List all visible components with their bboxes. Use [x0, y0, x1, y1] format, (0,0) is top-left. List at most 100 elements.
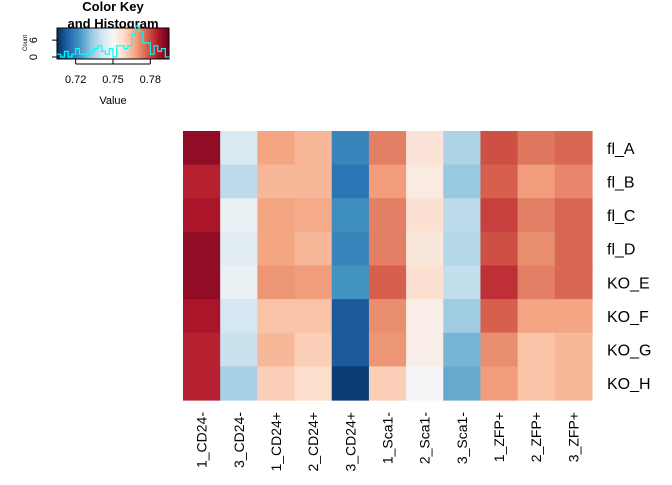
color-key-swatch	[63, 28, 66, 59]
color-key-swatch	[109, 28, 112, 59]
color-key-swatch	[61, 28, 64, 59]
color-key-swatch	[139, 28, 142, 59]
color-key-swatch	[107, 28, 110, 59]
heatmap-cell-fl_B-3_CD24+	[331, 164, 370, 199]
heatmap-cell-KO_G-1_CD24-	[183, 332, 221, 367]
heatmap-cell-fl_A-1_CD24-	[183, 131, 221, 166]
color-key-swatch	[129, 28, 132, 59]
color-key-swatch	[141, 28, 144, 59]
heatmap-cell-KO_H-1_Sca1-	[368, 366, 407, 401]
heatmap-cell-KO_E-2_ZFP+	[517, 265, 556, 300]
color-key-swatch	[117, 28, 120, 59]
color-key-swatch	[103, 28, 106, 59]
heatmap-cell-KO_H-2_ZFP+	[517, 366, 556, 401]
color-key-swatch	[165, 28, 168, 59]
color-key-swatch	[127, 28, 130, 59]
color-key-swatch	[159, 28, 162, 59]
color-key-swatch	[105, 28, 108, 59]
heatmap-cell-fl_C-1_CD24+	[257, 198, 296, 233]
color-key-swatch	[161, 28, 164, 59]
color-key-swatch	[97, 28, 100, 59]
heatmap-cell-KO_F-2_ZFP+	[517, 299, 556, 334]
heatmap-cell-KO_H-1_CD24-	[183, 366, 221, 401]
color-key-swatch	[113, 28, 116, 59]
heatmap-cell-KO_G-3_ZFP+	[554, 332, 593, 367]
heatmap-cell-fl_D-3_CD24+	[331, 231, 370, 267]
heatmap-cell-KO_E-3_Sca1-	[443, 265, 482, 300]
heatmap-cell-KO_G-3_CD24-	[220, 332, 258, 367]
heatmap-cell-KO_F-3_Sca1-	[443, 299, 482, 334]
heatmap-cell-KO_H-1_CD24+	[257, 366, 296, 401]
heatmap-cell-KO_F-2_Sca1-	[406, 299, 444, 334]
heatmap-cell-fl_D-3_ZFP+	[554, 231, 593, 267]
heatmap-cell-fl_D-2_Sca1-	[406, 231, 444, 267]
heatmap-cell-KO_H-3_Sca1-	[443, 366, 482, 401]
column-label: 1_ZFP+	[491, 412, 507, 462]
heatmap-cell-KO_G-1_CD24+	[257, 332, 296, 367]
heatmap-cell-KO_E-3_CD24-	[220, 265, 258, 300]
heatmap-cell-KO_G-2_Sca1-	[406, 332, 444, 367]
heatmap-cell-KO_G-2_ZFP+	[517, 332, 556, 367]
heatmap-cell-fl_B-1_CD24-	[183, 164, 221, 199]
row-labels: fl_A fl_B fl_C fl_D KO_E KO_F KO_G KO_H	[607, 141, 651, 393]
heatmap-cell-KO_E-3_CD24+	[331, 265, 370, 300]
column-label: 3_Sca1-	[454, 412, 470, 464]
heatmap-cell-KO_F-3_ZFP+	[554, 299, 593, 334]
color-key-swatch	[89, 28, 92, 59]
row-label: KO_H	[607, 376, 651, 393]
column-label: 3_CD24-	[231, 412, 247, 468]
color-key-x-tick-label: 0.75	[102, 74, 123, 86]
heatmap-cell-KO_F-3_CD24-	[220, 299, 258, 334]
color-key-swatch	[75, 28, 78, 59]
color-key-swatch	[163, 28, 166, 59]
color-key-swatch	[71, 28, 74, 59]
column-label: 1_Sca1-	[380, 412, 396, 464]
color-key: Color Key and Histogram 0.72 0.75 0.78 06 …	[23, 0, 170, 107]
color-key-swatch	[91, 28, 94, 59]
heatmap-cell-KO_H-3_CD24-	[220, 366, 258, 401]
heatmap-cell-fl_D-2_ZFP+	[517, 231, 556, 267]
row-label: KO_G	[607, 343, 651, 360]
heatmap-cell-KO_F-2_CD24+	[294, 299, 333, 334]
heatmap-cell-KO_E-1_ZFP+	[480, 265, 519, 300]
color-key-swatch	[111, 28, 114, 59]
color-key-swatch	[79, 28, 82, 59]
heatmap-cell-fl_B-3_ZFP+	[554, 164, 593, 199]
heatmap-cell-fl_A-1_ZFP+	[480, 131, 519, 166]
color-key-swatch	[155, 28, 158, 59]
heatmap-cell-fl_B-2_CD24+	[294, 164, 333, 199]
color-key-swatch	[73, 28, 76, 59]
heatmap-cell-KO_H-3_ZFP+	[554, 366, 593, 401]
color-key-swatch	[133, 28, 136, 59]
heatmap-cell-fl_B-1_ZFP+	[480, 164, 519, 199]
heatmap-cell-fl_A-1_Sca1-	[368, 131, 407, 166]
heatmap-cell-KO_G-2_CD24+	[294, 332, 333, 367]
color-key-swatch	[85, 28, 88, 59]
heatmap-cell-fl_D-1_ZFP+	[480, 231, 519, 267]
column-labels: 1_CD24- 3_CD24- 1_CD24+ 2_CD24+ 3_CD24+ 1_Sca…	[194, 412, 582, 472]
color-key-y-label: Count	[23, 35, 29, 51]
heatmap-cell-fl_A-2_ZFP+	[517, 131, 556, 166]
row-label: fl_C	[607, 208, 635, 225]
color-key-swatch	[65, 28, 68, 59]
heatmap-cell-KO_G-3_CD24+	[331, 332, 370, 367]
color-key-swatch	[87, 28, 90, 59]
heatmap-cell-KO_H-1_ZFP+	[480, 366, 519, 401]
color-key-swatch	[101, 28, 104, 59]
heatmap-cell-KO_F-1_CD24+	[257, 299, 296, 334]
color-key-swatch	[125, 28, 128, 59]
heatmap-cell-fl_A-3_CD24-	[220, 131, 258, 166]
row-label: KO_E	[607, 275, 650, 292]
heatmap-cell-fl_B-2_Sca1-	[406, 164, 444, 199]
heatmap-cell-fl_B-2_ZFP+	[517, 164, 556, 199]
heatmap-cell-KO_F-1_Sca1-	[368, 299, 407, 334]
heatmap-cell-fl_D-3_Sca1-	[443, 231, 482, 267]
color-key-swatch	[59, 28, 62, 59]
heatmap-cells	[183, 131, 593, 401]
heatmap-cell-KO_E-2_Sca1-	[406, 265, 444, 300]
heatmap-cell-KO_F-1_ZFP+	[480, 299, 519, 334]
color-key-swatch	[99, 28, 102, 59]
column-label: 1_CD24-	[194, 412, 210, 468]
color-key-y-axis: 06	[28, 37, 57, 60]
